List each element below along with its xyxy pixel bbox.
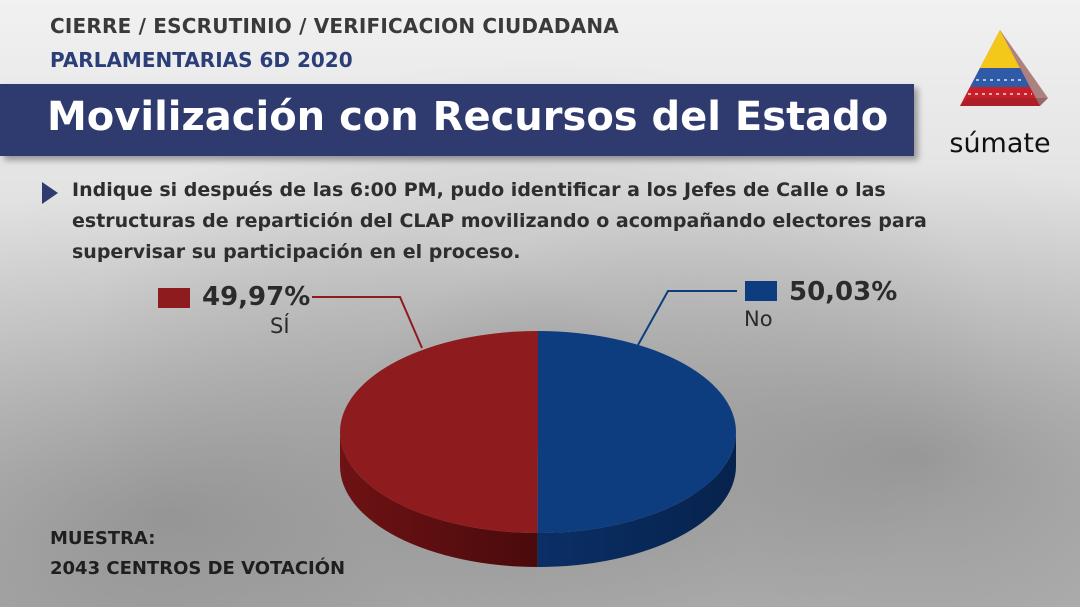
sample-label: MUESTRA:: [50, 528, 156, 549]
slice-no-side: [537, 432, 736, 567]
slice-label-no-value: 50,03%: [789, 277, 898, 307]
slice-si: [339, 331, 538, 533]
header-subtitle: CIERRE / ESCRUTINIO / VERIFICACION CIUDA…: [50, 14, 619, 38]
legend-swatch-no: [745, 281, 777, 301]
title-band: Movilización con Recursos del Estado: [0, 84, 914, 156]
logo-pyramid-icon: [960, 30, 1048, 106]
sumate-logo: súmate: [940, 28, 1060, 163]
slice-no: [537, 331, 736, 533]
page-title: Movilización con Recursos del Estado: [47, 94, 889, 140]
slice-label-no: No: [744, 307, 773, 331]
legend-swatch-si: [158, 288, 190, 308]
sample-value: 2043 CENTROS DE VOTACIÓN: [50, 558, 346, 579]
leader-line-si: [312, 296, 423, 349]
slice-si-side: [340, 432, 538, 567]
bullet-arrow-icon: [42, 182, 58, 204]
slice-label-si: SÍ: [270, 314, 290, 338]
logo-text: súmate: [949, 128, 1051, 159]
question-text: Indique si después de las 6:00 PM, pudo …: [72, 179, 927, 263]
slice-label-si-value: 49,97%: [202, 282, 311, 312]
leader-line-no: [637, 290, 737, 346]
header-election: PARLAMENTARIAS 6D 2020: [50, 48, 353, 72]
